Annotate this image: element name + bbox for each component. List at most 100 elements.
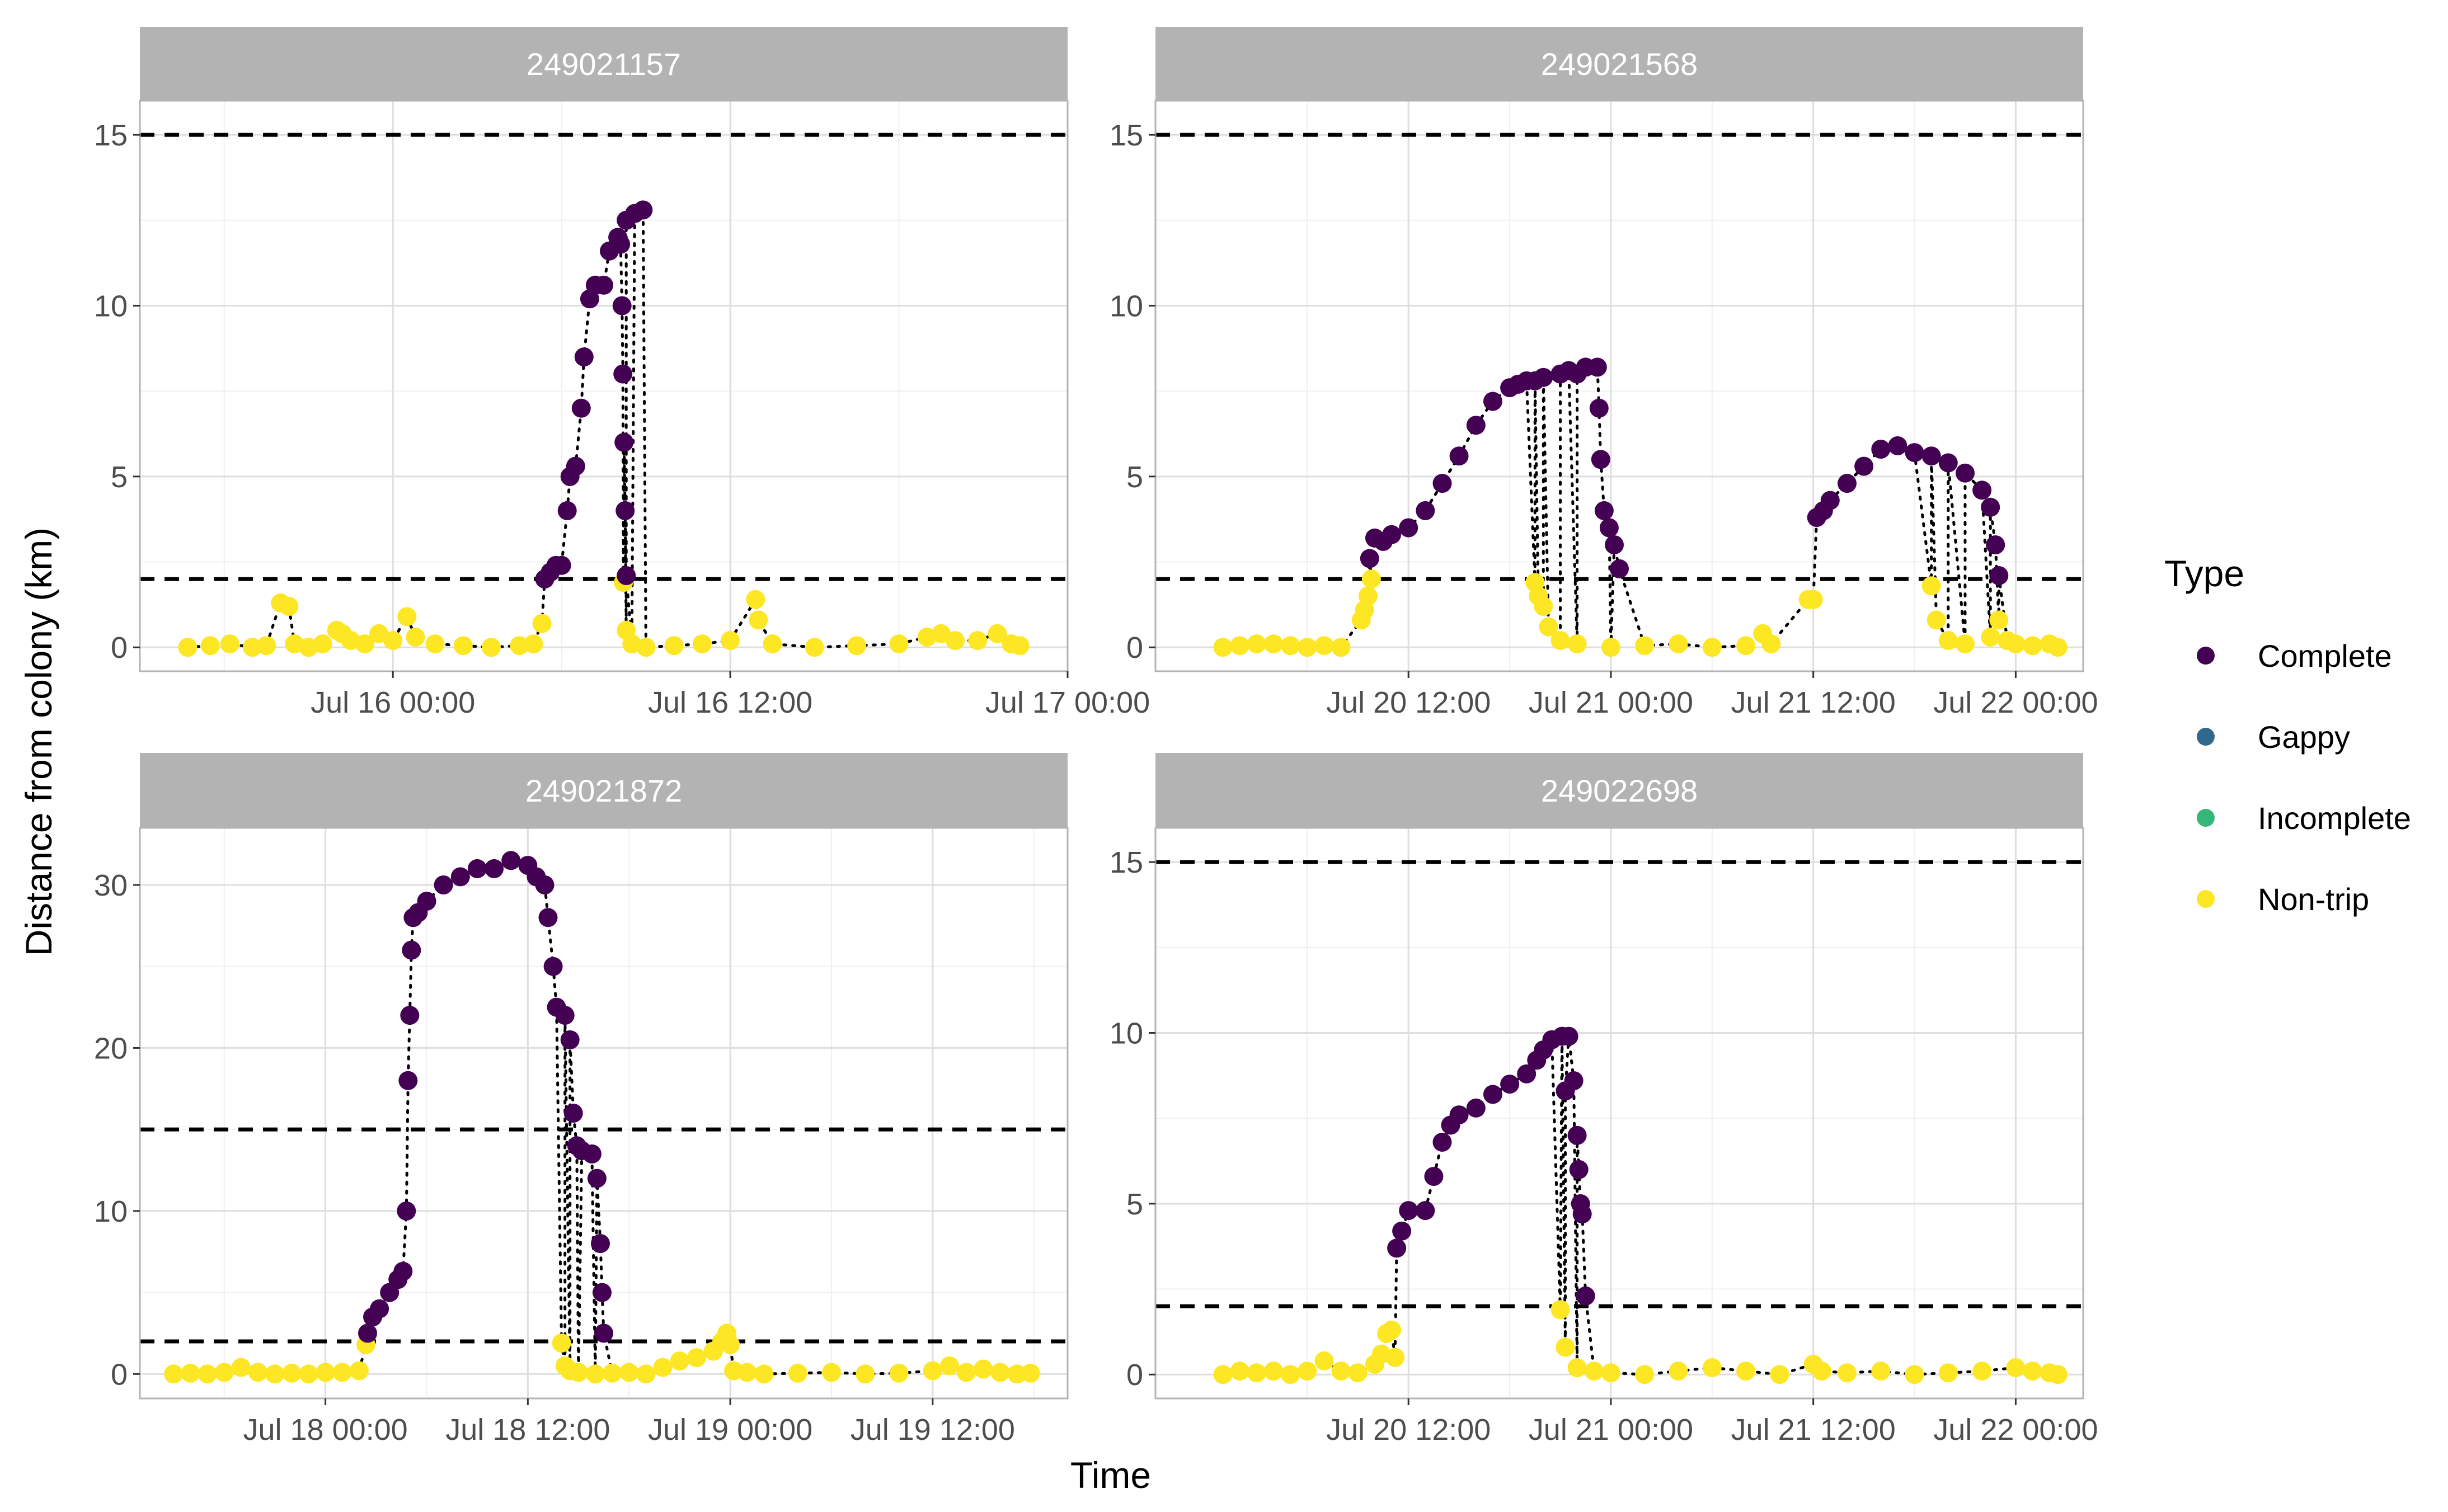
data-point xyxy=(1669,634,1688,654)
data-point xyxy=(524,634,543,654)
data-point xyxy=(248,1363,267,1382)
data-point xyxy=(721,1335,740,1354)
panel-strip-label: 249021872 xyxy=(525,773,682,808)
data-point xyxy=(532,614,552,633)
data-point xyxy=(434,875,453,894)
data-point xyxy=(594,275,613,295)
data-point xyxy=(265,1364,285,1384)
data-point xyxy=(1871,440,1891,459)
panel-border xyxy=(139,100,1069,672)
data-point xyxy=(397,1201,416,1221)
data-point xyxy=(1587,357,1607,377)
data-point xyxy=(1466,416,1486,435)
data-point xyxy=(538,908,558,927)
data-point xyxy=(1972,481,1992,500)
data-point xyxy=(611,234,631,254)
data-point xyxy=(220,634,239,654)
data-point xyxy=(566,456,585,476)
data-point xyxy=(940,1356,959,1376)
series-non-trip xyxy=(164,1323,1040,1384)
data-point xyxy=(1702,638,1722,657)
data-point xyxy=(1820,491,1840,510)
data-point xyxy=(1230,636,1249,656)
data-point xyxy=(1385,1348,1405,1367)
data-point xyxy=(355,634,374,654)
data-point xyxy=(653,1358,673,1377)
legend-label: Incomplete xyxy=(2258,800,2411,836)
data-point xyxy=(636,1364,656,1384)
x-tick-label: Jul 21 12:00 xyxy=(1731,686,1896,719)
data-point xyxy=(1387,1238,1407,1258)
data-point xyxy=(358,1323,377,1343)
data-point xyxy=(582,1144,602,1164)
data-point xyxy=(510,636,529,656)
plot-background xyxy=(1155,828,2083,1398)
data-point xyxy=(614,432,634,452)
data-point xyxy=(1298,1362,1317,1381)
y-tick-label: 10 xyxy=(1110,1016,1143,1050)
legend-label: Non-trip xyxy=(2258,882,2369,917)
data-point xyxy=(1382,1320,1401,1340)
data-point xyxy=(746,590,765,609)
data-point xyxy=(1838,1363,1857,1383)
data-point xyxy=(1534,597,1553,616)
data-point xyxy=(587,1169,607,1188)
series-complete xyxy=(535,200,653,589)
data-point xyxy=(1361,569,1381,589)
data-point xyxy=(1424,1167,1444,1186)
series-complete xyxy=(1360,357,2009,585)
panel-strip xyxy=(140,27,1068,101)
data-point xyxy=(957,1363,976,1382)
data-point xyxy=(1314,636,1334,656)
data-point xyxy=(1281,636,1300,656)
y-tick-label: 10 xyxy=(1110,289,1143,323)
panel-strip xyxy=(1155,27,2083,101)
data-point xyxy=(482,638,501,657)
data-point xyxy=(1761,634,1781,654)
plot-background xyxy=(1155,101,2083,671)
x-tick-label: Jul 21 12:00 xyxy=(1731,1413,1896,1447)
x-tick-label: Jul 22 00:00 xyxy=(1933,686,2098,719)
data-point xyxy=(383,631,403,650)
y-tick-label: 0 xyxy=(1126,1358,1143,1392)
data-point xyxy=(1382,525,1401,544)
data-point xyxy=(574,347,594,367)
data-point xyxy=(1534,368,1553,387)
panel-strip xyxy=(140,753,1068,828)
y-tick-label: 20 xyxy=(94,1031,128,1065)
data-point xyxy=(856,1364,875,1384)
data-point xyxy=(633,200,653,220)
data-point xyxy=(692,634,712,654)
data-point xyxy=(485,859,504,878)
data-point xyxy=(417,892,436,911)
data-point xyxy=(1927,610,1946,630)
data-point xyxy=(1298,638,1317,657)
data-point xyxy=(687,1348,706,1368)
data-point xyxy=(591,1234,610,1254)
y-axis-title: Distance from colony (km) xyxy=(18,527,59,957)
data-point xyxy=(563,1104,583,1123)
data-point xyxy=(1449,446,1469,466)
panel-border xyxy=(139,827,1069,1400)
data-point xyxy=(2023,1362,2042,1381)
data-point xyxy=(1247,1363,1266,1383)
data-point xyxy=(619,1363,639,1382)
legend-label: Gappy xyxy=(2258,719,2350,755)
data-point xyxy=(535,875,555,894)
data-point xyxy=(1981,627,2000,647)
legend-label: Complete xyxy=(2258,638,2392,673)
data-point xyxy=(593,1283,612,1302)
x-axis-title: Time xyxy=(1070,1454,1151,1496)
data-point xyxy=(1981,497,2000,517)
data-point xyxy=(615,501,635,520)
data-point xyxy=(603,1363,622,1383)
data-point xyxy=(164,1364,184,1384)
data-point xyxy=(1230,1362,1249,1381)
data-point xyxy=(397,607,417,627)
y-tick-label: 30 xyxy=(94,869,128,902)
x-tick-label: Jul 19 00:00 xyxy=(648,1413,812,1447)
series-non-trip xyxy=(1213,569,2068,657)
data-point xyxy=(402,940,421,960)
data-point xyxy=(400,1006,420,1025)
data-point xyxy=(1599,518,1619,538)
